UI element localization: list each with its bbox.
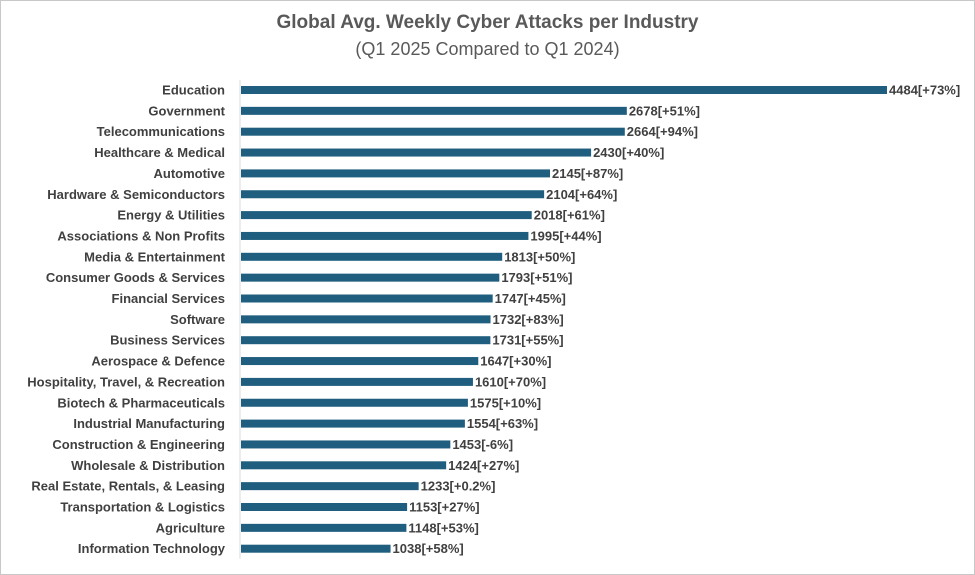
value-label: 1813[+50%] (504, 249, 575, 264)
value-label: 2018[+61%] (534, 208, 605, 223)
value-label: 4484[+73%] (889, 83, 960, 98)
bar (241, 294, 493, 303)
value-label: 1153[+27%] (409, 500, 479, 515)
bar (241, 336, 491, 345)
value-label: 1647[+30%] (480, 354, 551, 369)
value-label: 1793[+51%] (501, 270, 572, 285)
value-label: 1575[+10%] (470, 395, 541, 410)
category-label: Transportation & Logistics (60, 500, 225, 515)
value-label: 2664[+94%] (627, 124, 698, 139)
value-label: 2145[+87%] (552, 166, 623, 181)
category-label: Media & Entertainment (84, 249, 226, 264)
value-label: 1747[+45%] (495, 291, 566, 306)
bar (241, 357, 479, 366)
value-label: 1731[+55%] (492, 333, 563, 348)
category-label: Energy & Utilities (117, 208, 225, 223)
bar (241, 127, 625, 136)
category-label: Financial Services (112, 291, 225, 306)
category-label: Hospitality, Travel, & Recreation (27, 374, 225, 389)
category-label: Education (162, 83, 225, 98)
bar (241, 86, 887, 94)
value-label: 2104[+64%] (546, 187, 617, 202)
value-label: 1995[+44%] (530, 228, 601, 243)
category-label: Aerospace & Defence (91, 354, 225, 369)
category-label: Telecommunications (97, 124, 225, 139)
bar (241, 461, 447, 470)
value-label: 1453[-6%] (452, 437, 513, 452)
bar (241, 148, 592, 157)
category-label: Information Technology (78, 541, 226, 556)
bar (241, 523, 407, 532)
bar (241, 440, 451, 449)
value-label: 1233[+0.2%] (421, 479, 496, 494)
bar (241, 377, 473, 386)
chart-subtitle: (Q1 2025 Compared to Q1 2024) (355, 39, 620, 59)
bar (241, 544, 391, 553)
category-label: Industrial Manufacturing (73, 416, 225, 431)
bar (241, 482, 419, 491)
bar (241, 503, 408, 511)
value-label: 1148[+53%] (408, 520, 478, 535)
category-label: Automotive (154, 166, 226, 181)
bar (241, 419, 465, 428)
category-label: Wholesale & Distribution (71, 458, 225, 473)
value-label: 1610[+70%] (475, 374, 546, 389)
value-label: 1554[+63%] (467, 416, 538, 431)
category-label: Associations & Non Profits (57, 228, 225, 243)
chart-title: Global Avg. Weekly Cyber Attacks per Ind… (276, 12, 699, 33)
bar (241, 169, 551, 178)
category-label: Biotech & Pharmaceuticals (57, 395, 225, 410)
bar (241, 252, 503, 261)
category-label: Government (148, 103, 225, 118)
category-label: Real Estate, Rentals, & Leasing (31, 479, 225, 494)
bar (241, 231, 529, 240)
value-label: 1424[+27%] (448, 458, 519, 473)
category-label: Consumer Goods & Services (46, 270, 225, 285)
category-label: Software (170, 312, 225, 327)
bar (241, 211, 532, 220)
category-label: Healthcare & Medical (94, 145, 225, 160)
category-label: Business Services (110, 333, 225, 348)
bar (241, 398, 468, 407)
value-label: 1038[+58%] (393, 541, 464, 556)
bar (241, 315, 491, 324)
value-label: 2430[+40%] (593, 145, 664, 160)
bar (241, 190, 545, 199)
category-label: Agriculture (156, 520, 225, 535)
bar (241, 273, 500, 282)
category-label: Construction & Engineering (52, 437, 225, 452)
category-label: Hardware & Semiconductors (47, 187, 225, 202)
value-label: 2678[+51%] (629, 103, 700, 118)
bar (241, 106, 627, 115)
value-label: 1732[+83%] (493, 312, 564, 327)
